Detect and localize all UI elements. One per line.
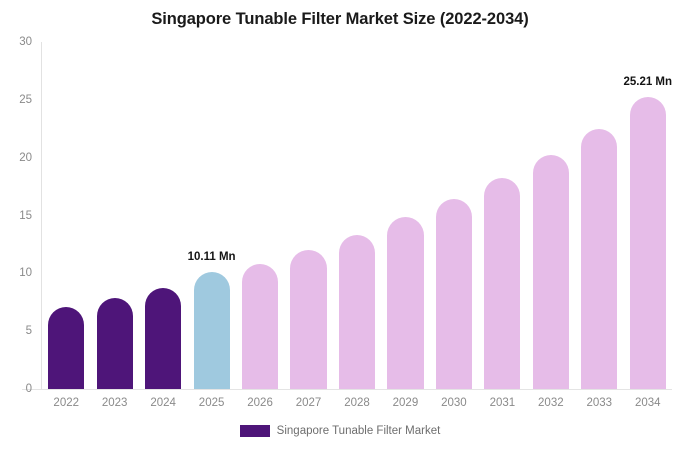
bar-2033[interactable] — [581, 128, 618, 389]
x-axis-line — [22, 389, 672, 390]
bar-value-label-2025: 10.11 Mn — [187, 251, 236, 264]
bar-slot-2034: 25.21 Mn — [623, 42, 672, 389]
x-axis-tick-2023: 2023 — [101, 397, 128, 409]
bar-2032[interactable] — [532, 154, 569, 389]
x-axis-tick-2032: 2032 — [538, 397, 564, 409]
bar-2023[interactable] — [96, 298, 133, 389]
bar-2024[interactable] — [145, 287, 182, 389]
bar-2027[interactable] — [290, 249, 327, 389]
x-axis-tick-2028: 2028 — [344, 397, 370, 409]
y-axis-tick-30: 30 — [19, 36, 32, 48]
chart-legend: Singapore Tunable Filter Market — [0, 425, 680, 437]
bar-slot-2028 — [338, 42, 376, 389]
x-axis-tick-2022: 2022 — [53, 397, 80, 409]
y-axis-tick-5: 5 — [25, 325, 32, 338]
bars-layer: 10.11 Mn 25.21 Mn — [42, 42, 672, 389]
x-axis-tick-2034: 2034 — [634, 397, 661, 409]
bar-slot-2032 — [532, 42, 569, 389]
plot-area: 10.11 Mn 25.21 Mn — [42, 42, 672, 389]
bar-slot-2023 — [96, 42, 133, 389]
bar-2030[interactable] — [435, 198, 472, 389]
bar-2022[interactable] — [48, 307, 85, 389]
x-axis-tick-2027: 2027 — [295, 397, 322, 409]
x-axis-tick-2029: 2029 — [392, 397, 419, 409]
bar-slot-2026 — [242, 42, 279, 389]
bar-slot-2022 — [48, 42, 85, 389]
bar-value-label-2034: 25.21 Mn — [623, 76, 673, 89]
y-axis-tick-0: 0 — [25, 383, 32, 395]
y-axis-tick-20: 20 — [19, 151, 32, 164]
bar-2034[interactable] — [629, 97, 666, 389]
bar-2025[interactable] — [193, 272, 230, 389]
bar-slot-2027 — [290, 42, 327, 389]
y-axis-tick-10: 10 — [19, 267, 32, 280]
bar-slot-2031 — [484, 42, 521, 389]
bar-2026[interactable] — [242, 263, 279, 389]
bar-slot-2029 — [387, 42, 424, 389]
y-axis-tick-25: 25 — [19, 93, 32, 106]
bar-2029[interactable] — [387, 217, 424, 389]
legend-color-swatch — [239, 425, 270, 437]
bar-2028[interactable] — [338, 234, 376, 389]
bar-2031[interactable] — [484, 177, 521, 389]
legend-label: Singapore Tunable Filter Market — [276, 425, 441, 437]
bar-slot-2024 — [145, 42, 182, 389]
chart-title: Singapore Tunable Filter Market Size (20… — [151, 10, 529, 28]
x-axis-tick-2030: 2030 — [441, 397, 467, 409]
bar-slot-2025: 10.11 Mn — [188, 42, 236, 389]
x-axis-tick-2033: 2033 — [586, 397, 613, 409]
x-axis-tick-2024: 2024 — [150, 397, 176, 409]
x-axis-tick-2026: 2026 — [247, 397, 273, 409]
y-axis-line — [41, 42, 42, 390]
x-axis-tick-2031: 2031 — [489, 397, 516, 409]
y-axis-tick-15: 15 — [19, 209, 32, 222]
bar-slot-2030 — [435, 42, 472, 389]
bar-slot-2033 — [581, 42, 618, 389]
x-axis-tick-2025: 2025 — [198, 397, 225, 409]
